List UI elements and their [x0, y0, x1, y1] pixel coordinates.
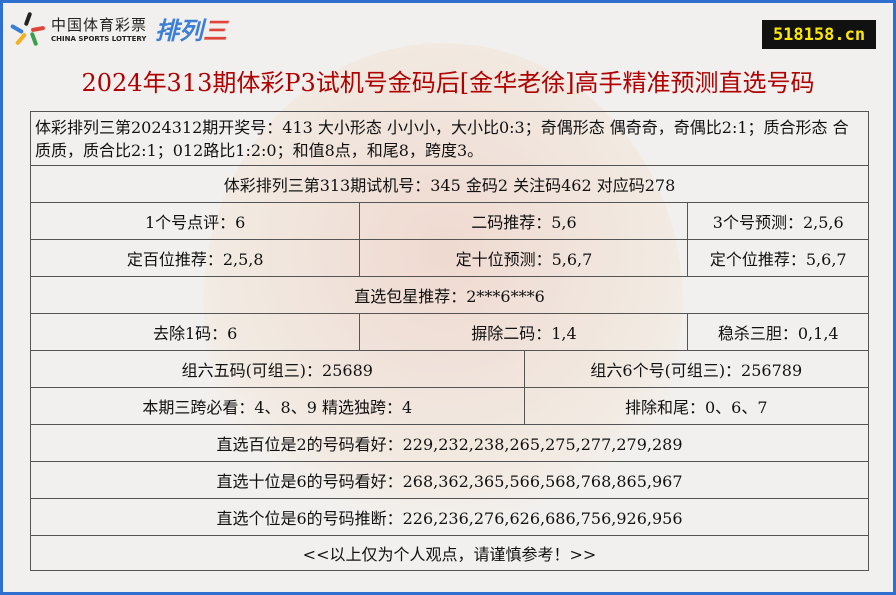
cell: 直选百位是2的号码看好：229,232,238,265,275,277,279,…: [30, 424, 869, 462]
table-row: 组六五码(可组三)：25689 组六6个号(可组三)：256789: [30, 350, 870, 388]
logo-game-b: 三: [203, 17, 228, 45]
draw-result: 体彩排列三第2024312期开奖号：413 大小形态 小小小，大小比0:3；奇偶…: [30, 111, 869, 166]
disclaimer: <<以上仅为个人观点，请谨慎参考！>>: [30, 535, 869, 571]
table-row: 直选包星推荐：2***6***6: [30, 276, 869, 314]
table-row: 本期三跨必看：4、8、9 精选独跨：4 排除和尾：0、6、7: [30, 387, 870, 425]
table-row: <<以上仅为个人观点，请谨慎参考！>>: [30, 535, 869, 571]
table-row: 直选百位是2的号码看好：229,232,238,265,275,277,279,…: [30, 424, 869, 462]
cell: 1个号点评：6: [29, 202, 361, 240]
cell: 组六五码(可组三)：25689: [30, 350, 525, 388]
prediction-table: 体彩排列三第2024312期开奖号：413 大小形态 小小小，大小比0:3；奇偶…: [29, 111, 870, 571]
cell: 二码推荐：5,6: [359, 202, 689, 240]
cell: 3个号预测：2,5,6: [687, 202, 869, 240]
cell: 去除1码：6: [29, 313, 361, 351]
table-row: 直选十位是6的号码看好：268,362,365,566,568,768,865,…: [30, 461, 869, 499]
trial-number: 体彩排列三第313期试机号：345 金码2 关注码462 对应码278: [30, 165, 869, 203]
cell: 直选包星推荐：2***6***6: [30, 276, 869, 314]
page: 中国体育彩票 CHINA SPORTS LOTTERY 排列三 518158.c…: [3, 3, 893, 592]
table-row: 直选个位是6的号码推断：226,236,276,626,686,756,926,…: [30, 498, 869, 536]
logo-game: 排列三: [155, 11, 227, 46]
table-row: 去除1码：6 摒除二码：1,4 稳杀三胆：0,1,4: [29, 313, 869, 351]
table-row: 体彩排列三第313期试机号：345 金码2 关注码462 对应码278: [30, 165, 869, 203]
logo-icon: [9, 11, 46, 46]
cell: 摒除二码：1,4: [359, 313, 689, 351]
cell: 排除和尾：0、6、7: [523, 387, 870, 425]
cell: 直选个位是6的号码推断：226,236,276,626,686,756,926,…: [30, 498, 869, 536]
page-title: 2024年313期体彩P3试机号金码后[金华老徐]高手精准预测直选号码: [81, 69, 815, 97]
cell: 本期三跨必看：4、8、9 精选独跨：4: [30, 387, 525, 425]
cell: 定个位推荐：5,6,7: [687, 239, 869, 277]
cell: 稳杀三胆：0,1,4: [687, 313, 869, 351]
logo-cn: 中国体育彩票: [51, 16, 148, 34]
cell: 定十位预测：5,6,7: [359, 239, 689, 277]
table-row: 定百位推荐：2,5,8 定十位预测：5,6,7 定个位推荐：5,6,7: [29, 239, 869, 277]
table-row: 体彩排列三第2024312期开奖号：413 大小形态 小小小，大小比0:3；奇偶…: [30, 111, 869, 166]
cell: 定百位推荐：2,5,8: [29, 239, 361, 277]
logo: 中国体育彩票 CHINA SPORTS LOTTERY 排列三: [9, 11, 227, 46]
cell: 组六6个号(可组三)：256789: [523, 350, 870, 388]
site-badge[interactable]: 518158.cn: [762, 20, 876, 49]
logo-game-a: 排列: [155, 17, 204, 45]
logo-en: CHINA SPORTS LOTTERY: [51, 35, 147, 43]
table-row: 1个号点评：6 二码推荐：5,6 3个号预测：2,5,6: [29, 202, 869, 240]
cell: 直选十位是6的号码看好：268,362,365,566,568,768,865,…: [30, 461, 869, 499]
